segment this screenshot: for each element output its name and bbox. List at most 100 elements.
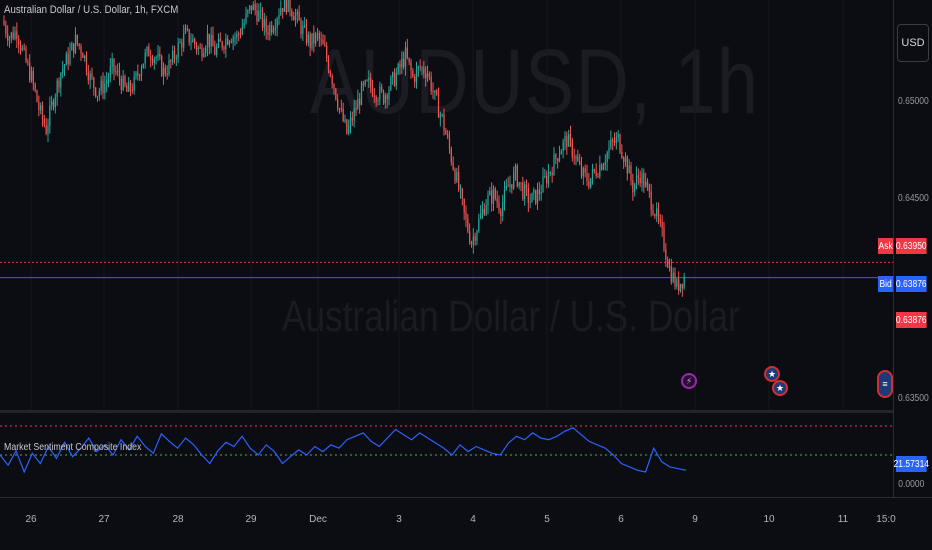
candle-body	[408, 57, 410, 62]
candle-body	[170, 60, 172, 62]
candle-body	[329, 71, 331, 76]
candle-body	[392, 72, 394, 78]
candle-body	[95, 87, 97, 97]
candle-body	[338, 108, 341, 110]
candle-body	[124, 76, 126, 86]
event-flag-icon-2[interactable]: ★	[772, 380, 788, 396]
candle-body	[505, 186, 507, 189]
candle-body	[465, 212, 467, 219]
candle-body	[87, 71, 89, 81]
candle-body	[676, 279, 678, 287]
candle-body	[320, 39, 322, 41]
candle-body	[542, 176, 544, 192]
time-axis[interactable]	[0, 497, 932, 550]
event-flag-icon-3[interactable]: ≡	[877, 370, 893, 398]
candle-body	[406, 47, 408, 58]
candle-body	[487, 195, 489, 206]
candle-body	[172, 50, 174, 62]
candle-body	[379, 86, 381, 101]
candle-body	[681, 283, 683, 288]
indicator-pane[interactable]	[0, 413, 893, 497]
price-chart-pane[interactable]: AUDUSD, 1h Australian Dollar / U.S. Doll…	[0, 0, 893, 410]
candle-body	[71, 43, 73, 51]
candle-body	[283, 0, 286, 12]
candle-body	[652, 209, 654, 215]
candle-body	[195, 44, 198, 50]
candle-body	[21, 47, 23, 50]
candle-body	[469, 231, 471, 243]
candle-body	[69, 50, 71, 64]
indicator-line	[0, 427, 687, 474]
candle-body	[678, 279, 680, 291]
candle-body	[593, 169, 595, 172]
candle-body	[613, 141, 616, 144]
candle-body	[151, 59, 154, 64]
candle-body	[492, 188, 495, 204]
candle-body	[291, 10, 293, 17]
candle-body	[513, 172, 515, 189]
candle-body	[540, 191, 542, 194]
candle-body	[630, 165, 632, 181]
candle-body	[302, 25, 304, 34]
candle-body	[161, 56, 163, 76]
candle-body	[483, 208, 485, 215]
candle-body	[267, 32, 269, 35]
indicator-title[interactable]: Market Sentiment Composite Index	[4, 442, 142, 453]
candle-body	[654, 214, 656, 217]
candle-body	[533, 189, 535, 193]
candle-body	[353, 108, 355, 121]
candle-body	[331, 75, 333, 85]
time-label: 10	[763, 514, 775, 525]
candle-body	[509, 184, 511, 187]
candle-body	[239, 33, 242, 35]
candle-body	[560, 150, 562, 155]
candle-body	[278, 15, 280, 19]
candle-body	[410, 61, 412, 71]
symbol-title[interactable]: Australian Dollar / U.S. Dollar, 1h, FXC…	[4, 4, 179, 16]
candle-body	[425, 73, 427, 79]
candle-body	[393, 72, 396, 86]
candle-body	[199, 47, 201, 49]
candle-body	[606, 152, 608, 163]
candle-body	[665, 249, 667, 260]
candle-body	[32, 70, 34, 84]
candle-body	[432, 91, 434, 93]
candle-body	[285, 0, 287, 12]
candle-body	[256, 10, 258, 22]
candle-body	[351, 117, 353, 121]
candle-body	[626, 156, 628, 174]
candle-body	[359, 98, 361, 105]
candle-body	[648, 185, 650, 192]
candle-body	[150, 56, 152, 60]
candle-body	[74, 34, 77, 53]
candle-body	[557, 158, 559, 162]
candle-body	[555, 154, 557, 159]
candle-body	[179, 42, 181, 44]
candle-body	[51, 101, 53, 106]
candle-body	[668, 266, 671, 268]
candle-body	[230, 41, 232, 43]
candle-body	[96, 95, 99, 97]
candle-body	[272, 30, 275, 33]
time-label: Dec	[309, 514, 327, 525]
candle-body	[208, 33, 210, 47]
event-flag-icon-1[interactable]: ★	[764, 366, 780, 382]
candle-body	[217, 38, 220, 47]
candle-body	[8, 38, 11, 41]
event-lightning-icon[interactable]: ⚡	[681, 373, 697, 389]
currency-button[interactable]: USD	[897, 24, 929, 62]
candle-body	[206, 33, 209, 49]
candle-body	[527, 188, 529, 203]
candle-body	[340, 108, 342, 110]
candle-body	[159, 53, 161, 57]
candle-body	[214, 46, 216, 55]
candle-body	[415, 68, 418, 82]
candle-body	[621, 152, 623, 158]
candle-body	[602, 165, 605, 170]
candle-body	[49, 105, 51, 126]
candle-body	[168, 60, 170, 74]
candle-body	[98, 91, 100, 96]
candle-body	[113, 58, 115, 72]
pane-separator[interactable]	[0, 410, 932, 413]
candle-body	[366, 80, 368, 82]
